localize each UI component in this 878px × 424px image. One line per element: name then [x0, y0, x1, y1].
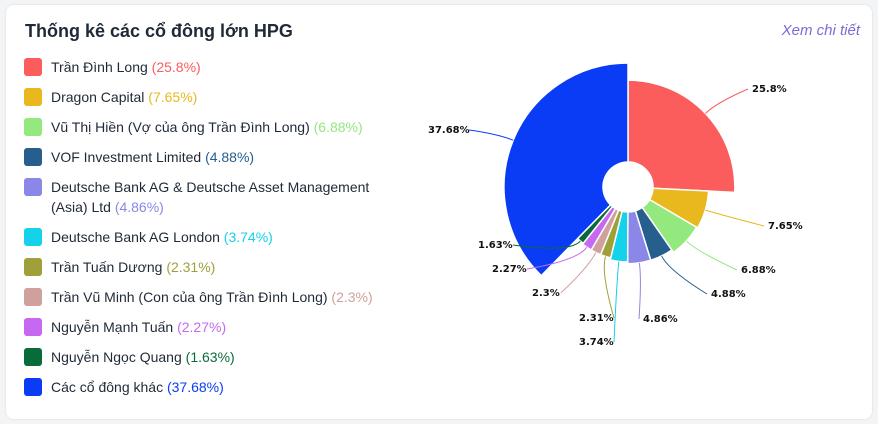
leader-line — [526, 246, 588, 270]
view-details-link[interactable]: Xem chi tiết — [781, 22, 860, 39]
legend-swatch — [24, 228, 42, 246]
leader-line — [638, 262, 641, 320]
legend-item[interactable]: Nguyễn Ngọc Quang (1.63%) — [24, 347, 424, 367]
legend-name: Vũ Thị Hiền (Vợ của ông Trần Đình Long) — [51, 119, 310, 135]
legend-swatch — [24, 178, 42, 196]
legend-label: Deutsche Bank AG & Deutsche Asset Manage… — [51, 177, 391, 217]
leader-line — [705, 88, 749, 114]
legend-value: (2.27%) — [177, 319, 227, 335]
legend-value: (37.68%) — [166, 379, 224, 395]
leader-line — [705, 209, 765, 227]
legend-swatch — [24, 118, 42, 136]
leader-line — [512, 240, 581, 249]
legend-name: VOF Investment Limited — [51, 149, 202, 165]
legend-swatch — [24, 318, 42, 336]
legend-item[interactable]: Trần Tuấn Dương (2.31%) — [24, 257, 424, 277]
legend-swatch — [24, 288, 42, 306]
legend-name: Nguyễn Ngọc Quang — [51, 349, 182, 365]
legend-item[interactable]: Nguyễn Mạnh Tuấn (2.27%) — [24, 317, 424, 337]
legend-item[interactable]: Dragon Capital (7.65%) — [24, 87, 424, 107]
slice-label: 2.3% — [532, 288, 560, 299]
legend-value: (2.31%) — [166, 259, 216, 275]
legend-label: Nguyễn Ngọc Quang (1.63%) — [51, 347, 235, 367]
legend-value: (1.63%) — [185, 349, 235, 365]
slice-label: 6.88% — [741, 265, 776, 276]
legend-label: Trần Vũ Minh (Con của ông Trần Đình Long… — [51, 287, 373, 307]
legend-label: Nguyễn Mạnh Tuấn (2.27%) — [51, 317, 226, 337]
legend-value: (7.65%) — [148, 89, 198, 105]
leader-line — [613, 261, 620, 343]
slice-label: 37.68% — [428, 125, 470, 136]
legend-swatch — [24, 148, 42, 166]
pie-slice[interactable] — [627, 79, 736, 194]
legend-item[interactable]: Vũ Thị Hiền (Vợ của ông Trần Đình Long) … — [24, 117, 424, 137]
legend-label: Dragon Capital (7.65%) — [51, 87, 197, 107]
legend-label: Trần Đình Long (25.8%) — [51, 57, 201, 77]
legend-item[interactable]: Các cổ đông khác (37.68%) — [24, 377, 424, 397]
legend-name: Trần Tuấn Dương — [51, 259, 163, 275]
legend-label: Các cổ đông khác (37.68%) — [51, 377, 224, 397]
leader-line — [469, 129, 514, 141]
pie-slice[interactable] — [648, 187, 710, 229]
legend-value: (2.3%) — [331, 289, 373, 305]
legend-swatch — [24, 258, 42, 276]
legend-label: VOF Investment Limited (4.88%) — [51, 147, 254, 167]
legend-swatch — [24, 348, 42, 366]
legend-item[interactable]: Trần Đình Long (25.8%) — [24, 57, 424, 77]
legend-label: Vũ Thị Hiền (Vợ của ông Trần Đình Long) … — [51, 117, 363, 137]
pie-slice[interactable] — [503, 62, 629, 277]
legend-value: (4.88%) — [205, 149, 255, 165]
legend-name: Các cổ đông khác — [51, 379, 164, 395]
slice-label: 25.8% — [752, 84, 787, 95]
legend-name: Trần Vũ Minh (Con của ông Trần Đình Long… — [51, 289, 328, 305]
legend-swatch — [24, 378, 42, 396]
legend-value: (25.8%) — [151, 59, 201, 75]
legend-swatch — [24, 58, 42, 76]
leader-line — [686, 240, 738, 271]
slice-label: 4.86% — [643, 314, 678, 325]
leader-line — [603, 256, 615, 319]
legend-item[interactable]: Deutsche Bank AG & Deutsche Asset Manage… — [24, 177, 424, 217]
legend-name: Deutsche Bank AG & Deutsche Asset Manage… — [51, 179, 370, 215]
leader-line — [661, 255, 708, 295]
shareholder-card: Thống kê các cổ đông lớn HPG Xem chi tiế… — [6, 5, 872, 419]
legend-name: Nguyễn Mạnh Tuấn — [51, 319, 174, 335]
slice-label: 1.63% — [478, 240, 513, 251]
legend-item[interactable]: Trần Vũ Minh (Con của ông Trần Đình Long… — [24, 287, 424, 307]
legend-name: Deutsche Bank AG London — [51, 229, 220, 245]
legend-value: (6.88%) — [313, 119, 363, 135]
slice-label: 7.65% — [768, 221, 803, 232]
slice-label: 3.74% — [579, 337, 614, 348]
legend-value: (3.74%) — [223, 229, 273, 245]
card-title: Thống kê các cổ đông lớn HPG — [25, 21, 293, 41]
slice-label: 4.88% — [711, 289, 746, 300]
slice-label: 2.31% — [579, 313, 614, 324]
legend-label: Deutsche Bank AG London (3.74%) — [51, 227, 273, 247]
legend-name: Dragon Capital — [51, 89, 145, 105]
legend-name: Trần Đình Long — [51, 59, 148, 75]
legend-item[interactable]: VOF Investment Limited (4.88%) — [24, 147, 424, 167]
leader-line — [560, 252, 597, 294]
slice-label: 2.27% — [492, 264, 527, 275]
legend-label: Trần Tuấn Dương (2.31%) — [51, 257, 215, 277]
legend-item[interactable]: Deutsche Bank AG London (3.74%) — [24, 227, 424, 247]
legend-swatch — [24, 88, 42, 106]
chart-legend: Trần Đình Long (25.8%) Dragon Capital (7.… — [24, 57, 424, 407]
legend-value: (4.86%) — [114, 199, 164, 215]
